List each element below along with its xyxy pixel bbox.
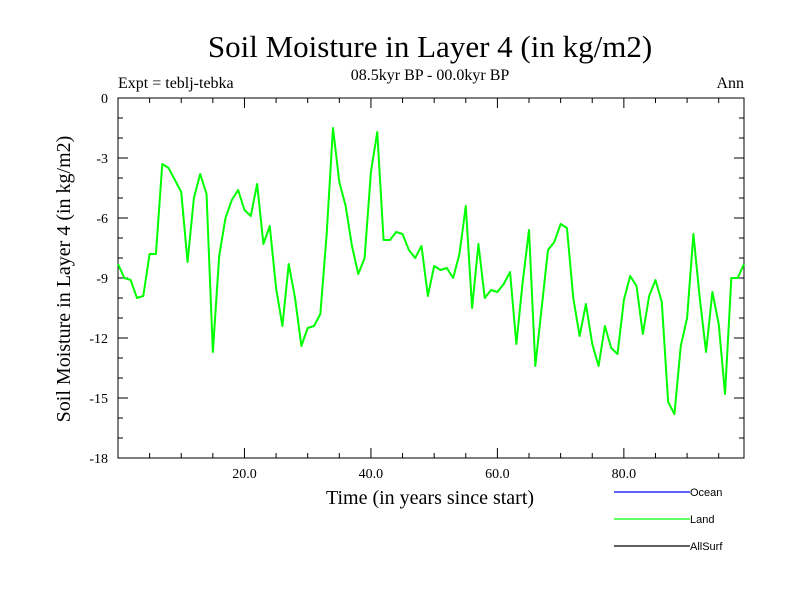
x-tick-label: 60.0 bbox=[485, 467, 510, 482]
plot-area: 20.0 40.0 60.0 80.0 0 -3 -6 -9 -12 -15 -18 bbox=[89, 92, 745, 482]
x-tick-label: 20.0 bbox=[232, 467, 257, 482]
y-tick-label: -15 bbox=[89, 392, 108, 407]
series-line-land bbox=[117, 127, 745, 415]
chart-title: Soil Moisture in Layer 4 (in kg/m2) bbox=[208, 29, 652, 64]
legend-label-land: Land bbox=[690, 514, 714, 526]
y-tick-label: 0 bbox=[101, 92, 108, 107]
season-label: Ann bbox=[716, 75, 744, 92]
y-tick-label: -9 bbox=[96, 272, 108, 287]
x-tick-label: 80.0 bbox=[612, 467, 637, 482]
chart-subtitle: 08.5kyr BP - 00.0kyr BP bbox=[351, 67, 510, 84]
y-tick-label: -18 bbox=[89, 452, 108, 467]
y-tick-label: -3 bbox=[96, 152, 108, 167]
y-tick-label: -6 bbox=[96, 212, 108, 227]
y-axis-label: Soil Moisture in Layer 4 (in kg/m2) bbox=[53, 136, 75, 423]
series-group bbox=[117, 127, 745, 415]
axis-ticks bbox=[118, 98, 744, 458]
legend-label-ocean: Ocean bbox=[690, 487, 722, 499]
legend: Ocean Land AllSurf bbox=[614, 487, 723, 553]
legend-label-allsurf: AllSurf bbox=[690, 541, 723, 553]
y-tick-label: -12 bbox=[89, 332, 108, 347]
x-tick-label: 40.0 bbox=[359, 467, 384, 482]
y-tick-labels: 0 -3 -6 -9 -12 -15 -18 bbox=[89, 92, 108, 467]
x-tick-labels: 20.0 40.0 60.0 80.0 bbox=[232, 467, 636, 482]
experiment-label: Expt = teblj-tebka bbox=[118, 75, 234, 92]
x-axis-label: Time (in years since start) bbox=[326, 487, 534, 509]
